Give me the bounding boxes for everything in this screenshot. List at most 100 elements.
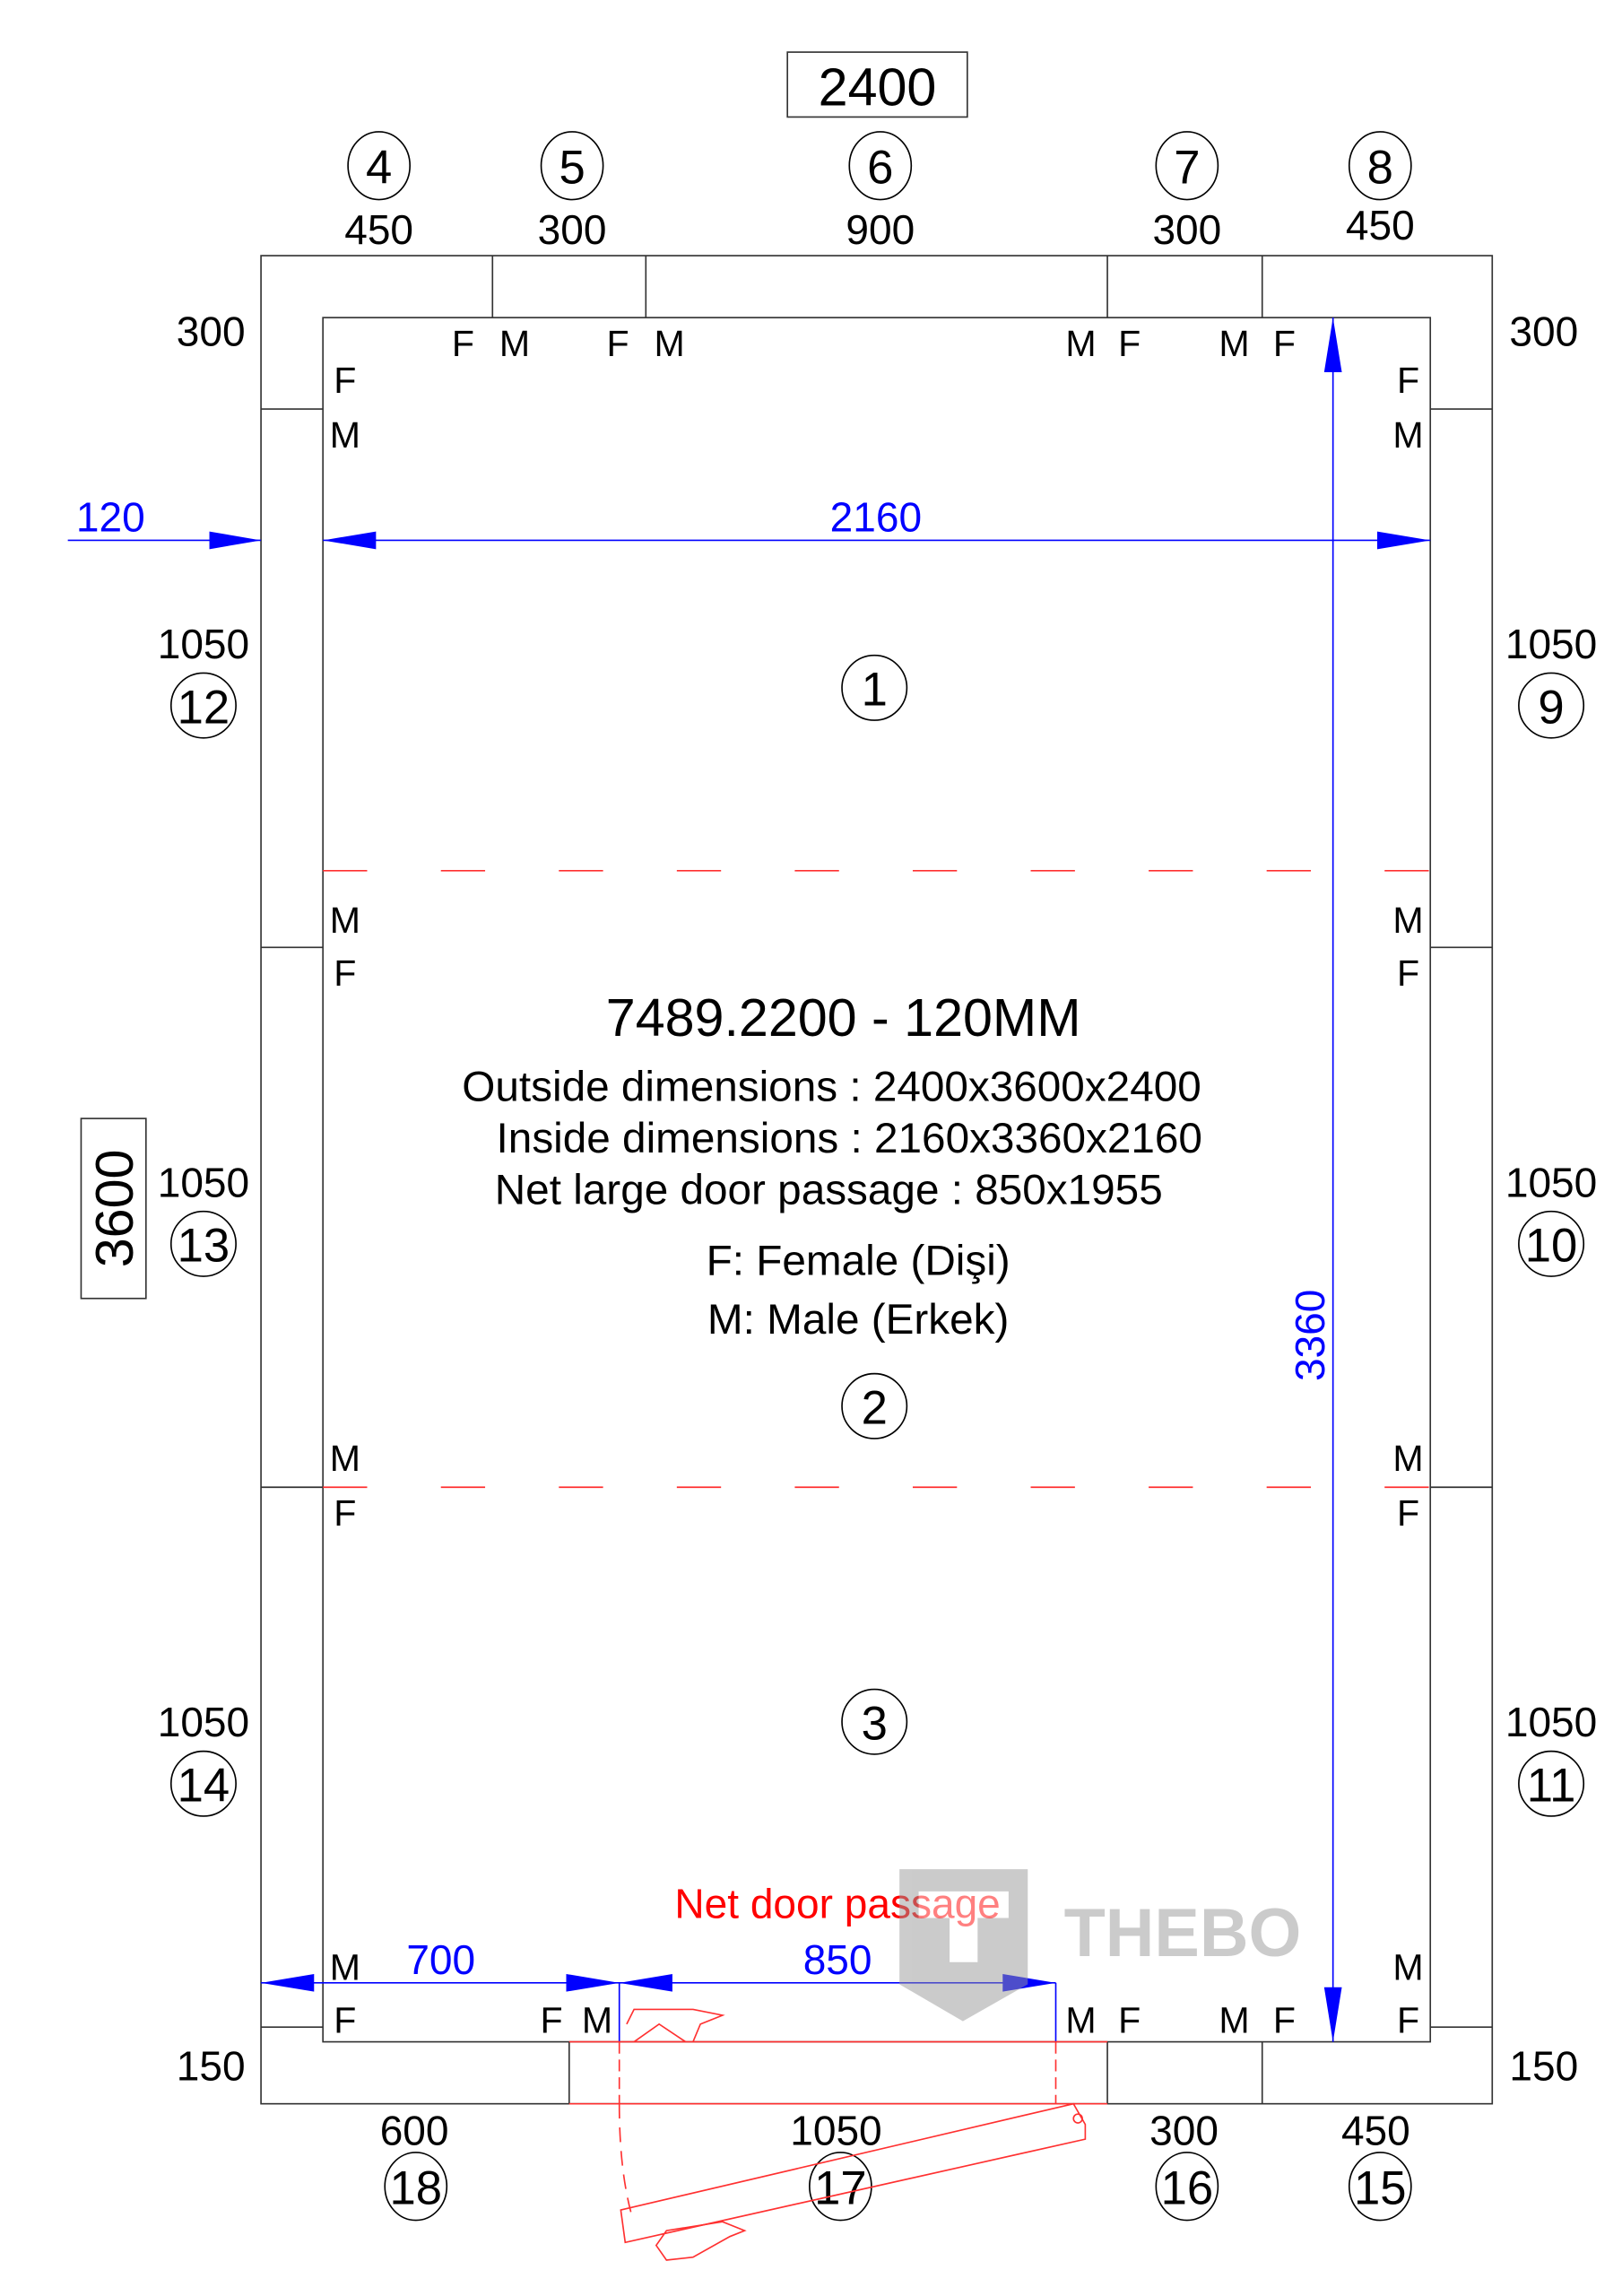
arrow-icon bbox=[261, 1973, 315, 1992]
arrow-icon bbox=[323, 531, 377, 550]
joint-female: F bbox=[1273, 2000, 1296, 2041]
panel-width: 450 bbox=[1341, 2108, 1410, 2154]
joint-female: F bbox=[1397, 952, 1419, 994]
panel-id: 14 bbox=[178, 1760, 230, 1813]
overall-depth-box bbox=[80, 1118, 147, 1300]
arrow-icon bbox=[1323, 317, 1342, 372]
joint-male: M bbox=[1219, 323, 1249, 364]
model-title: 7489.2200 - 120MM bbox=[606, 987, 1081, 1048]
info-block: 7489.2200 - 120MM Outside dimensions : 2… bbox=[462, 987, 1202, 1344]
panel-id: 6 bbox=[867, 141, 893, 194]
panel-id: 7 bbox=[1174, 141, 1200, 194]
panel-length: 1050 bbox=[158, 621, 249, 667]
corner-label: 150 bbox=[1509, 2042, 1578, 2089]
corner-label: 150 bbox=[177, 2042, 246, 2089]
dimension-lines: 120 2160 3360 700 850 bbox=[67, 317, 1431, 2042]
wall-thickness-label: 120 bbox=[76, 494, 145, 541]
joint-female: F bbox=[1397, 360, 1419, 401]
panel-marker bbox=[1155, 2152, 1219, 2222]
panel-id: 9 bbox=[1538, 681, 1564, 734]
joint-female: F bbox=[1397, 1492, 1419, 1534]
joint-female: F bbox=[1397, 2000, 1419, 2041]
panel-marker bbox=[169, 672, 237, 739]
left-panels: 1050 12 1050 13 1050 14 bbox=[158, 621, 249, 1817]
joint-female: F bbox=[1118, 2000, 1141, 2041]
floor-panel-id: 3 bbox=[862, 1697, 888, 1750]
door-width-label: 850 bbox=[803, 1936, 872, 1983]
joint-male: M bbox=[330, 1438, 360, 1479]
thebo-watermark: THEBO bbox=[899, 1869, 1302, 2022]
joint-male: M bbox=[582, 2000, 612, 2041]
joint-male: M bbox=[1065, 2000, 1096, 2041]
right-panels: 1050 9 1050 10 1050 11 bbox=[1505, 621, 1597, 1817]
watermark-text: THEBO bbox=[1064, 1896, 1302, 1971]
panel-marker bbox=[169, 1210, 237, 1277]
panel-id: 8 bbox=[1367, 141, 1393, 194]
panel-width: 1050 bbox=[790, 2108, 881, 2154]
panel-length: 1050 bbox=[158, 1159, 249, 1205]
panel-marker bbox=[384, 2152, 448, 2222]
panel-width: 450 bbox=[344, 206, 413, 253]
legend-male: M: Male (Erkek) bbox=[707, 1296, 1009, 1344]
floor-panels: 1 2 3 bbox=[841, 654, 908, 1755]
overall-width-box bbox=[786, 51, 968, 118]
panel-width: 300 bbox=[538, 206, 607, 253]
floor-panel-id: 2 bbox=[862, 1382, 888, 1435]
panel-id: 17 bbox=[814, 2161, 867, 2214]
joint-female: F bbox=[607, 323, 629, 364]
floor-panel-id: 1 bbox=[862, 664, 888, 717]
panel-marker bbox=[848, 131, 913, 201]
top-panels: 4 450 5 300 6 900 7 300 8 450 bbox=[344, 131, 1415, 253]
bottom-panels: 600 18 1050 17 300 16 450 15 bbox=[380, 2108, 1412, 2222]
panel-id: 5 bbox=[559, 141, 585, 194]
joint-female: F bbox=[540, 2000, 562, 2041]
arrow-icon bbox=[1377, 531, 1431, 550]
panel-marker bbox=[809, 2152, 872, 2222]
inside-dimensions: Inside dimensions : 2160x3360x2160 bbox=[497, 1115, 1202, 1162]
joint-male: M bbox=[1219, 2000, 1249, 2041]
panel-width: 300 bbox=[1152, 206, 1221, 253]
joint-male: M bbox=[1392, 1438, 1423, 1479]
floor-panel-marker bbox=[841, 1372, 908, 1439]
panel-marker bbox=[1155, 131, 1219, 201]
inside-depth-label: 3360 bbox=[1287, 1290, 1333, 1381]
panel-marker bbox=[540, 131, 604, 201]
joint-male: M bbox=[654, 323, 684, 364]
door-offset-label: 700 bbox=[406, 1936, 475, 1983]
door-drawing bbox=[568, 2008, 1108, 2261]
panel-length: 1050 bbox=[1505, 621, 1597, 667]
panel-id: 15 bbox=[1354, 2161, 1407, 2214]
floor-panel-marker bbox=[841, 1688, 908, 1755]
joint-female: F bbox=[334, 2000, 356, 2041]
panel-marker bbox=[1348, 2152, 1412, 2222]
joint-male: M bbox=[330, 1947, 360, 1988]
joint-male: M bbox=[1392, 900, 1423, 941]
overall-depth-label: 3600 bbox=[84, 1150, 144, 1268]
joint-male: M bbox=[1065, 323, 1096, 364]
joint-female: F bbox=[1118, 323, 1141, 364]
joint-male: M bbox=[330, 414, 360, 456]
panel-width: 450 bbox=[1346, 202, 1415, 248]
joint-female: F bbox=[334, 952, 356, 994]
arrow-icon bbox=[566, 1973, 620, 1992]
panel-marker bbox=[1518, 1210, 1585, 1277]
arrow-icon bbox=[209, 531, 262, 550]
panel-length: 1050 bbox=[1505, 1699, 1597, 1745]
joint-male: M bbox=[1392, 1947, 1423, 1988]
panel-id: 10 bbox=[1525, 1220, 1578, 1273]
panel-width: 900 bbox=[846, 206, 915, 253]
panel-marker bbox=[1518, 672, 1585, 739]
floor-panel-marker bbox=[841, 654, 908, 721]
panel-id: 4 bbox=[366, 141, 392, 194]
panel-id: 18 bbox=[389, 2161, 442, 2214]
panel-marker bbox=[347, 131, 412, 201]
door-leaf bbox=[620, 2102, 1087, 2244]
panel-width: 300 bbox=[1149, 2108, 1219, 2154]
panel-width: 600 bbox=[380, 2108, 449, 2154]
arrow-icon bbox=[619, 1973, 672, 1992]
panel-id: 12 bbox=[178, 681, 230, 734]
panel-marker bbox=[169, 1750, 237, 1817]
panel-dividers bbox=[261, 256, 1493, 2104]
door-passage-dimensions: Net large door passage : 850x1955 bbox=[495, 1166, 1163, 1213]
